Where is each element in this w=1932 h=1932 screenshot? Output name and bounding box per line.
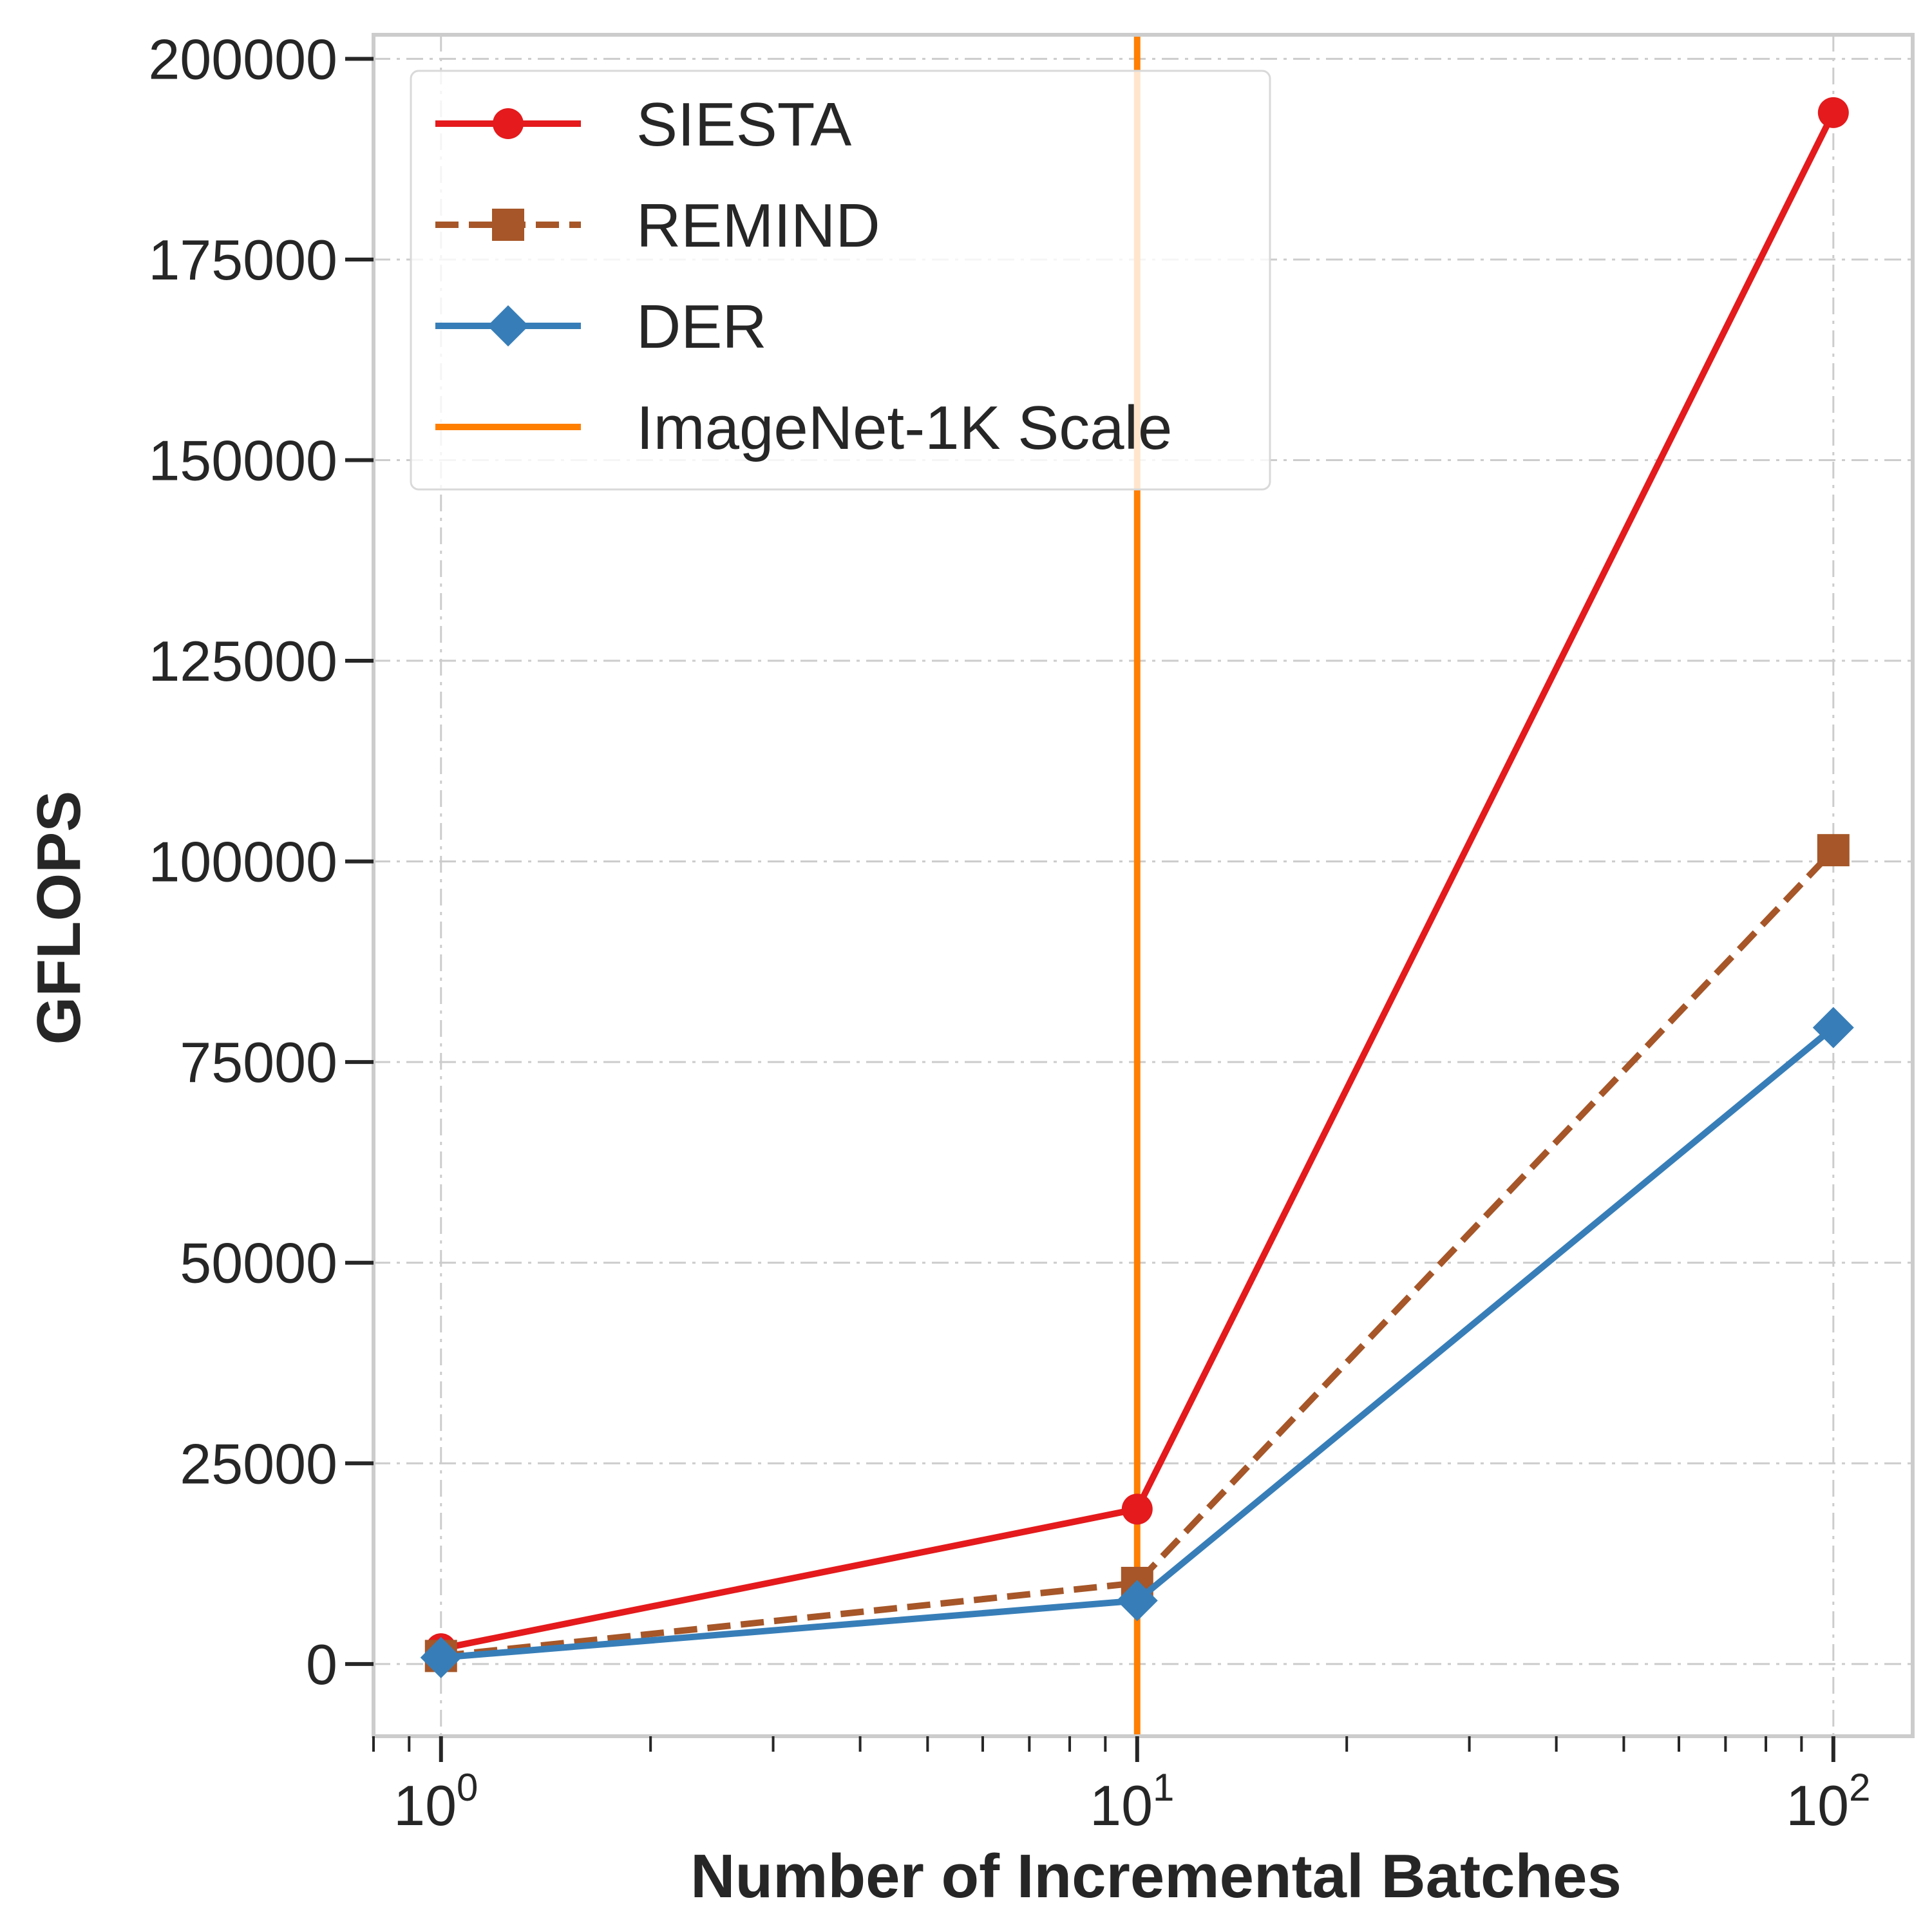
y-tick-label: 0: [306, 1633, 337, 1696]
x-tick-label: 100: [393, 1766, 478, 1837]
legend-label-imagenet-1k-scale: ImageNet-1K Scale: [636, 393, 1172, 462]
legend-marker-siesta: [493, 108, 524, 139]
y-tick-label: 50000: [180, 1231, 337, 1295]
y-tick-label: 150000: [148, 429, 337, 493]
legend: SIESTA REMIND DER ImageNet-1K Scale: [410, 70, 1271, 491]
legend-label-der: DER: [636, 292, 767, 361]
plot-frame: [372, 33, 1915, 1738]
x-tick-label: 102: [1786, 1766, 1870, 1837]
data-point-der: [420, 1636, 462, 1678]
y-tick-label: 175000: [148, 228, 337, 292]
data-point-der: [1812, 1007, 1854, 1048]
legend-label-siesta: SIESTA: [636, 90, 851, 159]
x-tick-label: 101: [1090, 1766, 1174, 1837]
y-tick-label: 75000: [180, 1030, 337, 1094]
y-tick-label: 25000: [180, 1432, 337, 1495]
legend-marker-der: [488, 305, 529, 346]
data-point-der: [1116, 1580, 1158, 1622]
data-point-siesta: [1121, 1493, 1153, 1525]
legend-box: [410, 70, 1271, 491]
legend-label-remind: REMIND: [636, 191, 880, 260]
ticks-layer: 0 25000 50000 75000 100000 125000 150000 175000…: [148, 27, 1870, 1837]
y-tick-label: 125000: [148, 629, 337, 693]
y-tick-label: 200000: [148, 27, 337, 91]
y-axis-title: GFLOPS: [24, 791, 93, 1045]
series-layer: [420, 35, 1854, 1736]
data-point-siesta: [1817, 97, 1849, 128]
legend-marker-remind: [492, 209, 524, 241]
x-axis-title: Number of Incremental Batches: [690, 1842, 1622, 1911]
series-line-remind: [440, 848, 1836, 1660]
data-point-remind: [1817, 834, 1850, 867]
y-tick-label: 100000: [148, 830, 337, 894]
